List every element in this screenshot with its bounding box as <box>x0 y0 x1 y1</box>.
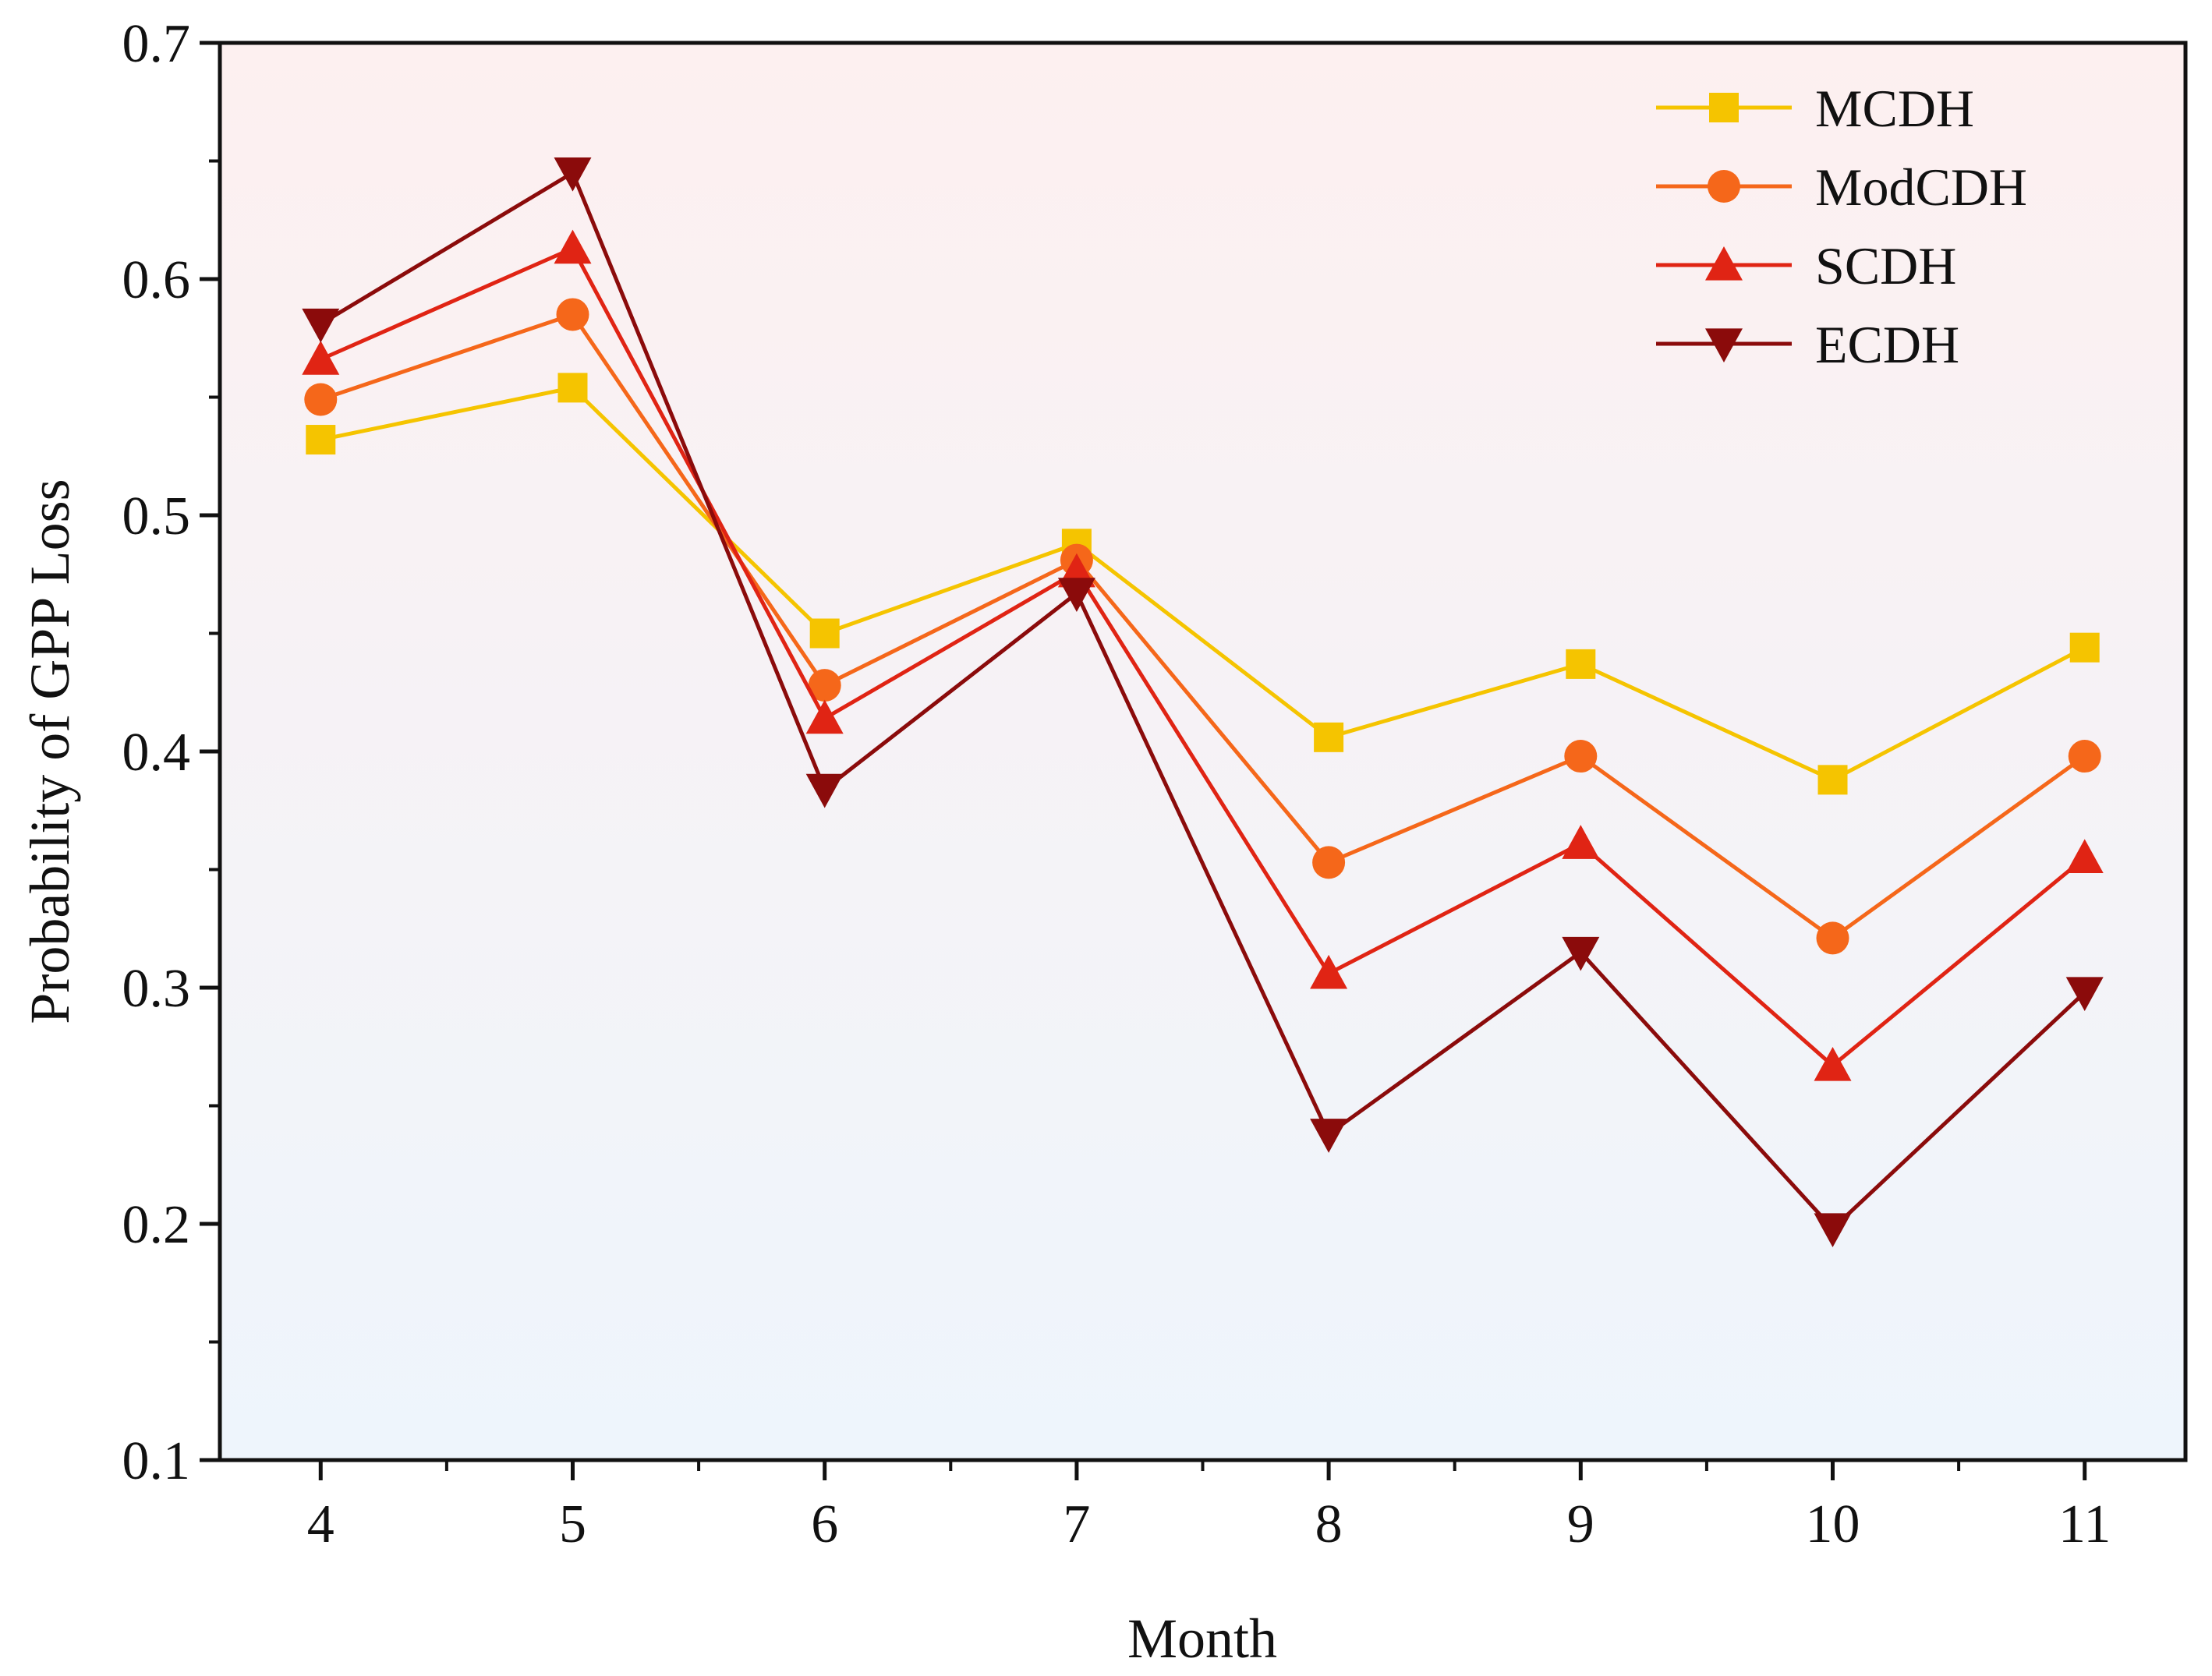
legend-label: ModCDH <box>1815 157 2027 217</box>
legend-label: ECDH <box>1815 315 1959 374</box>
data-point <box>1057 578 1095 612</box>
data-point <box>805 699 844 734</box>
data-point <box>2068 740 2101 773</box>
data-point <box>1562 936 1600 971</box>
series-line <box>320 312 2086 940</box>
x-axis: 4 5 6 7 8 9 10 11 <box>307 1460 2111 1554</box>
legend-item: ECDH <box>1656 315 1959 374</box>
x-tick-label: 10 <box>1806 1494 1860 1554</box>
data-point <box>554 229 592 264</box>
y-tick-label: 0.6 <box>122 250 191 310</box>
data-point <box>1310 1119 1348 1153</box>
legend-marker <box>1705 328 1743 362</box>
x-tick-label: 9 <box>1567 1494 1594 1554</box>
y-axis-title: Probability of GPP Loss <box>19 479 81 1024</box>
data-point <box>1816 921 1849 955</box>
data-point <box>2069 632 2100 663</box>
data-point <box>304 383 338 416</box>
y-tick-label: 0.5 <box>122 486 191 546</box>
legend-label: MCDH <box>1815 79 1974 138</box>
data-point <box>1566 649 1596 679</box>
y-tick-label: 0.1 <box>122 1431 191 1491</box>
y-tick-label: 0.7 <box>122 14 191 74</box>
legend-item: MCDH <box>1656 79 1974 138</box>
data-point <box>1562 825 1600 859</box>
data-point <box>1817 765 1848 795</box>
series-layer <box>302 157 2104 1248</box>
legend-marker <box>1708 170 1740 203</box>
x-tick-label: 8 <box>1315 1494 1343 1554</box>
y-tick-label: 0.2 <box>122 1195 191 1255</box>
data-point <box>306 425 336 455</box>
data-point <box>1814 1046 1852 1081</box>
y-tick-label: 0.4 <box>122 723 191 783</box>
legend-marker <box>1705 246 1743 281</box>
data-point <box>1312 846 1346 879</box>
legend: MCDH ModCDH SCDH ECDH <box>1656 79 2027 374</box>
y-axis: 0.1 0.2 0.3 0.4 0.5 0.6 0.7 <box>122 14 220 1491</box>
data-point <box>809 618 840 649</box>
data-point <box>556 298 589 331</box>
data-point <box>808 669 841 702</box>
legend-item: SCDH <box>1656 236 1956 295</box>
data-point <box>805 773 844 808</box>
data-point <box>2065 977 2104 1012</box>
series-line <box>320 246 2086 1068</box>
series-ecdh <box>302 157 2104 1248</box>
x-axis-title: Month <box>1127 1607 1277 1670</box>
data-point <box>2065 839 2104 874</box>
data-point <box>557 373 588 403</box>
data-point <box>1814 1213 1852 1248</box>
x-tick-label: 11 <box>2058 1494 2111 1554</box>
x-tick-label: 7 <box>1063 1494 1090 1554</box>
legend-label: SCDH <box>1815 236 1956 295</box>
series-modcdh <box>304 298 2101 955</box>
series-line <box>319 171 2086 1231</box>
data-point <box>1314 722 1344 752</box>
x-tick-label: 4 <box>307 1494 334 1554</box>
data-point <box>302 308 340 343</box>
series-line <box>320 385 2086 782</box>
data-point <box>554 157 592 192</box>
y-tick-label: 0.3 <box>122 959 191 1019</box>
x-tick-label: 5 <box>559 1494 586 1554</box>
data-point <box>1564 740 1598 773</box>
legend-marker <box>1709 93 1739 122</box>
data-point <box>1310 954 1348 989</box>
x-tick-label: 6 <box>811 1494 838 1554</box>
plot-area-background <box>220 43 2185 1460</box>
data-point <box>302 341 340 375</box>
legend-item: ModCDH <box>1656 157 2027 217</box>
